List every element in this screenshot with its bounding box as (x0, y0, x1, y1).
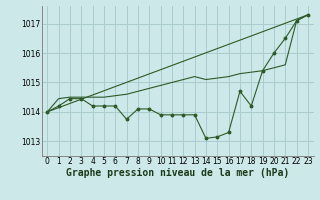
X-axis label: Graphe pression niveau de la mer (hPa): Graphe pression niveau de la mer (hPa) (66, 168, 289, 178)
